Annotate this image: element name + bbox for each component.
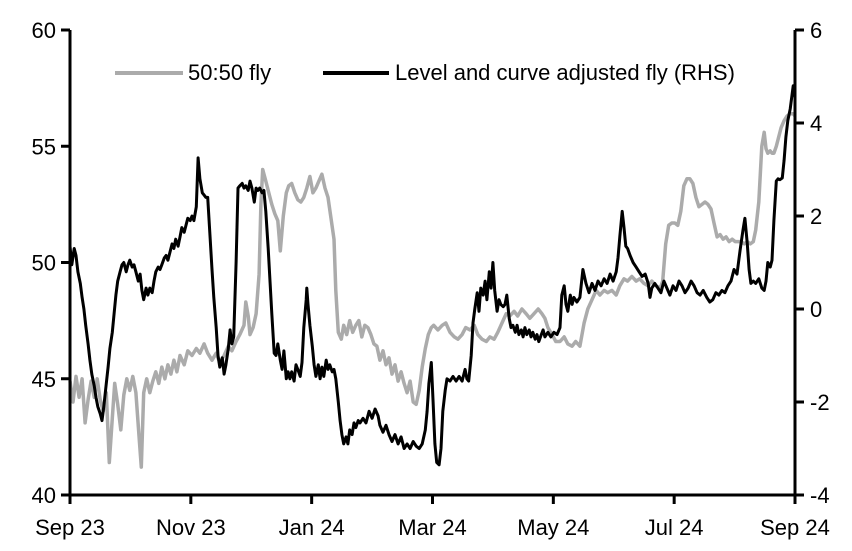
right-axis-label: 2 <box>810 204 822 229</box>
x-axis-label: Jan 24 <box>279 515 345 540</box>
right-axis-label: 0 <box>810 297 822 322</box>
right-axis-label: -4 <box>810 483 830 508</box>
x-axis-label: Sep 24 <box>760 515 830 540</box>
legend-line-swatch-5050-fly <box>115 71 183 75</box>
left-axis-label: 55 <box>32 134 56 159</box>
legend-label-adjusted-fly: Level and curve adjusted fly (RHS) <box>395 60 735 85</box>
left-axis-label: 40 <box>32 483 56 508</box>
x-axis-label: Jul 24 <box>645 515 704 540</box>
right-axis-label: 6 <box>810 18 822 43</box>
x-axis-label: Nov 23 <box>156 515 226 540</box>
x-axis-label: Sep 23 <box>35 515 105 540</box>
left-axis-label: 60 <box>32 18 56 43</box>
right-axis-label: -2 <box>810 390 830 415</box>
x-axis-label: Mar 24 <box>398 515 466 540</box>
series-line-5050-fly <box>68 111 797 469</box>
left-axis-label: 50 <box>32 251 56 276</box>
series-line-adjusted-fly <box>68 84 797 467</box>
legend: 50:50 fly Level and curve adjusted fly (… <box>0 28 852 85</box>
left-axis-label: 45 <box>32 367 56 392</box>
legend-label-5050-fly: 50:50 fly <box>188 60 272 85</box>
x-axis-label: May 24 <box>517 515 589 540</box>
legend-line-swatch-adjusted-fly <box>323 71 389 75</box>
right-axis-label: 4 <box>810 111 822 136</box>
